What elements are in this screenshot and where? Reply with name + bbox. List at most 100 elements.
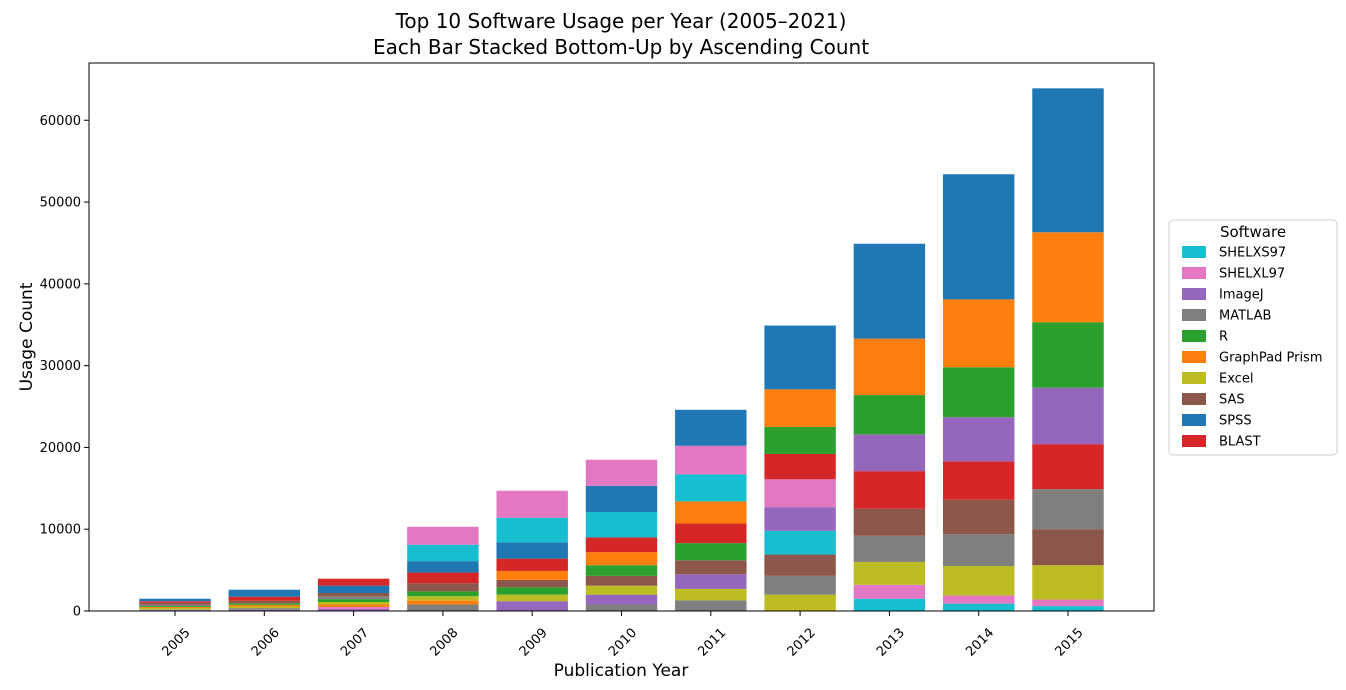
bar-segment-2007-imagej — [317, 608, 390, 611]
bar-segment-2012-blast — [764, 453, 836, 480]
bar-segment-2008-shelxs97 — [407, 544, 479, 562]
bar-segment-2008-graphpad-prism — [407, 600, 479, 605]
bar-segment-2014-imagej — [942, 417, 1015, 462]
bar-segment-2013-sas — [853, 508, 926, 536]
bar-segment-2015-imagej — [1032, 387, 1104, 445]
bar-segment-2005-sas — [139, 602, 211, 605]
bar-segment-2013-blast — [853, 471, 926, 509]
bar-segment-2011-blast — [675, 523, 747, 544]
bar-segment-2010-excel — [585, 585, 658, 595]
bar-segment-2005-graphpad-prism — [139, 607, 211, 609]
bar-segment-2013-imagej — [853, 434, 926, 472]
bar-segment-2014-matlab — [942, 534, 1015, 567]
bar-segment-2012-imagej — [764, 507, 836, 531]
bar-segment-2015-graphpad-prism — [1032, 232, 1104, 323]
bar-segment-2011-spss — [675, 409, 747, 446]
bar-segment-2015-blast — [1032, 444, 1104, 490]
bar-segment-2014-shelxs97 — [942, 603, 1015, 611]
bar-segment-2013-graphpad-prism — [853, 338, 926, 396]
bar-segment-2008-shelxl97 — [407, 526, 479, 545]
bar-segment-2012-shelxs97 — [764, 530, 836, 555]
legend-swatch — [1182, 330, 1206, 342]
y-axis-label: Usage Count — [17, 282, 37, 391]
legend-swatch — [1182, 393, 1206, 405]
bar-segment-2010-sas — [585, 575, 658, 586]
legend-box — [1168, 219, 1338, 456]
bar-segment-2010-imagej — [585, 594, 658, 605]
y-tick-label: 20000 — [40, 441, 81, 456]
legend-title: Software — [1220, 223, 1286, 241]
legend-label: SPSS — [1219, 414, 1252, 429]
bar-segment-2013-matlab — [853, 535, 926, 562]
bar-segment-2014-graphpad-prism — [942, 299, 1015, 368]
legend-swatch — [1182, 267, 1206, 279]
bar-segment-2015-shelxs97 — [1032, 606, 1104, 611]
bar-segment-2005-imagej — [139, 609, 211, 611]
y-tick-label: 40000 — [40, 277, 81, 292]
bar-segment-2009-blast — [496, 558, 568, 571]
bar-segment-2011-shelxs97 — [675, 474, 747, 502]
bar-segment-2013-spss — [853, 243, 926, 339]
bar-segment-2013-r — [853, 395, 926, 435]
bar-segment-2006-r — [228, 603, 301, 605]
bar-segment-2011-matlab — [675, 600, 747, 611]
bar-segment-2006-blast — [228, 596, 301, 601]
legend-swatch — [1182, 351, 1206, 363]
bar-segment-2014-spss — [942, 174, 1015, 300]
plot-area-frame — [88, 62, 1155, 612]
bar-segment-2015-excel — [1032, 565, 1104, 600]
x-tick-label: 2007 — [338, 626, 372, 660]
bar-segment-2009-spss — [496, 542, 568, 559]
bar-segment-2005-spss — [139, 598, 211, 602]
bar-segment-2006-imagej — [228, 609, 301, 611]
bar-segment-2011-shelxl97 — [675, 445, 747, 475]
bar-segment-2014-blast — [942, 461, 1015, 500]
y-tick-label: 10000 — [40, 523, 81, 538]
y-tick-label: 60000 — [40, 114, 81, 129]
bar-segment-2011-graphpad-prism — [675, 501, 747, 524]
bar-segment-2013-shelxl97 — [853, 584, 926, 599]
legend-label: ImageJ — [1219, 288, 1264, 303]
bar-segment-2009-r — [496, 587, 568, 595]
bar-segment-2010-shelxs97 — [585, 512, 658, 538]
bar-segment-2014-r — [942, 367, 1015, 418]
legend-entries: SHELXS97 SHELXL97 ImageJ MATLAB R GraphPad Pr… — [1182, 246, 1323, 450]
bar-segment-2005-excel — [139, 608, 211, 610]
bars — [139, 88, 1104, 611]
bar-segment-2008-r — [407, 591, 479, 597]
bar-segment-2009-shelxl97 — [496, 490, 568, 518]
x-tick-label: 2009 — [517, 626, 551, 660]
bar-segment-2012-r — [764, 426, 836, 454]
legend-label: BLAST — [1219, 435, 1261, 450]
bar-segment-2011-excel — [675, 588, 747, 601]
bar-segment-2006-graphpad-prism — [228, 604, 301, 607]
bar-segment-2015-shelxl97 — [1032, 599, 1104, 607]
bar-segment-2007-excel — [317, 602, 390, 605]
bar-segment-2014-sas — [942, 499, 1015, 535]
bar-segment-2006-matlab — [228, 608, 301, 610]
bar-segment-2007-shelxl97 — [317, 606, 390, 609]
bar-segment-2009-excel — [496, 594, 568, 602]
bar-segment-2012-excel — [764, 594, 836, 611]
legend-swatch — [1182, 414, 1206, 426]
legend-label: R — [1219, 330, 1228, 345]
bar-segment-2014-excel — [942, 566, 1015, 596]
x-tick-label: 2008 — [427, 626, 461, 660]
x-tick-label: 2014 — [963, 626, 997, 660]
x-tick-label: 2011 — [695, 626, 729, 660]
legend-swatch — [1182, 246, 1206, 258]
x-tick-label: 2010 — [606, 626, 640, 660]
bar-segment-2008-sas — [407, 583, 479, 592]
bar-segment-2011-r — [675, 543, 747, 561]
bar-segment-2011-sas — [675, 560, 747, 575]
legend-swatch — [1182, 309, 1206, 321]
legend-swatch — [1182, 435, 1206, 447]
legend-label: MATLAB — [1219, 309, 1271, 324]
bar-segment-2010-r — [585, 565, 658, 576]
legend-label: Excel — [1219, 372, 1253, 387]
legend-label: GraphPad Prism — [1219, 351, 1323, 366]
legend-label: SAS — [1219, 393, 1245, 408]
legend-swatch — [1182, 372, 1206, 384]
bar-segment-2010-shelxl97 — [585, 459, 658, 486]
bar-segment-2009-imagej — [496, 601, 568, 611]
